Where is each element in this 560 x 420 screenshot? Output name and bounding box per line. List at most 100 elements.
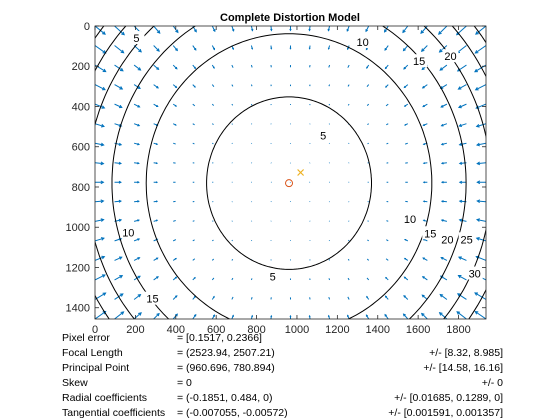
distortion-arrow: [114, 103, 122, 108]
distortion-arrow: [95, 237, 105, 242]
contour-label-bg: [442, 49, 459, 63]
distortion-arrow: [231, 239, 233, 242]
distortion-arrow-head: [156, 257, 159, 260]
distortion-arrow: [475, 311, 486, 319]
distortion-arrow-head: [100, 218, 105, 222]
y-axis-ticks: 0 200 400 600 800 1000 1200 1400: [66, 21, 486, 315]
distortion-arrow-head: [457, 256, 462, 260]
distortion-arrow-head: [403, 104, 407, 107]
distortion-arrow-head: [474, 311, 479, 315]
distortion-arrow-head: [155, 142, 159, 146]
distortion-arrow: [231, 84, 234, 87]
distortion-arrow-head: [193, 85, 196, 88]
distortion-arrow: [439, 294, 448, 300]
distortion-arrow-head: [137, 257, 141, 260]
distortion-arrow-head: [231, 28, 235, 32]
contour-label-bg: [439, 232, 456, 246]
distortion-arrow: [173, 220, 176, 222]
distortion-arrow-head: [422, 257, 425, 260]
distortion-arrow-head: [402, 313, 406, 317]
distortion-arrow: [458, 103, 467, 108]
contour-label: 15: [413, 56, 425, 68]
contour-lines: [95, 26, 486, 319]
distortion-arrow: [458, 84, 467, 90]
distortion-arrow: [367, 142, 369, 145]
distortion-arrow-head: [404, 238, 407, 241]
distortion-arrow-head: [438, 48, 443, 53]
distortion-arrow-head: [212, 47, 215, 51]
distortion-arrow-head: [100, 199, 105, 204]
distortion-arrow-head: [308, 47, 311, 50]
contour-label: 10: [404, 214, 416, 226]
distortion-arrow: [347, 258, 350, 261]
distortion-arrow: [172, 313, 178, 319]
distortion-arrow: [439, 64, 448, 71]
distortion-arrow-head: [440, 200, 444, 203]
distortion-arrow-head: [270, 314, 273, 318]
distortion-arrow-head: [137, 294, 142, 298]
distortion-arrow-head: [270, 47, 273, 50]
chart-title: Complete Distortion Model: [220, 12, 360, 24]
distortion-arrow: [403, 45, 409, 51]
distortion-arrow: [367, 123, 369, 126]
distortion-arrow-head: [385, 276, 388, 279]
distortion-arrow: [95, 256, 105, 261]
distortion-arrow-head: [118, 142, 123, 146]
contour-label: 5: [320, 131, 326, 143]
distortion-arrow-head: [101, 255, 106, 260]
distortion-arrow-head: [155, 162, 159, 165]
distortion-arrow-head: [155, 181, 159, 184]
distortion-arrow-head: [422, 219, 426, 222]
distortion-arrow-head: [402, 48, 406, 52]
distortion-arrow: [95, 219, 104, 222]
distortion-arrow: [212, 220, 214, 222]
distortion-arrow-head: [118, 199, 122, 203]
distortion-arrow-head: [439, 67, 444, 71]
stat-value: = (2523.94, 2507.21): [177, 347, 275, 359]
contour-label-bg: [315, 128, 332, 142]
distortion-arrow: [421, 45, 428, 52]
distortion-arrow-head: [403, 276, 407, 279]
distortion-arrow-head: [100, 123, 105, 128]
distortion-arrow-head: [174, 66, 178, 70]
distortion-arrow-head: [101, 86, 106, 91]
distortion-arrow-head: [156, 276, 159, 279]
distortion-arrow: [347, 296, 350, 300]
distortion-arrow-head: [476, 180, 481, 185]
distortion-arrow-head: [212, 295, 215, 298]
distortion-arrow-head: [156, 48, 160, 52]
distortion-arrow-head: [457, 275, 462, 279]
distortion-arrow-head: [346, 47, 349, 51]
distortion-arrow: [250, 64, 253, 68]
distortion-arrow-head: [458, 180, 463, 184]
distortion-arrow-head: [308, 314, 311, 318]
distortion-arrow-head: [440, 104, 444, 108]
distortion-arrow-head: [327, 314, 330, 317]
distortion-arrow-head: [474, 50, 479, 54]
distortion-arrow: [211, 277, 215, 281]
distortion-arrow-head: [118, 256, 123, 260]
contour-label-bg: [354, 35, 371, 49]
distortion-arrow-head: [346, 29, 350, 32]
contour-label-bg: [466, 266, 483, 280]
distortion-arrow-head: [403, 66, 406, 70]
x-tick-label: 400: [167, 324, 185, 336]
distortion-arrow-head: [118, 104, 123, 109]
distortion-arrow-head: [366, 66, 369, 69]
distortion-arrow-head: [193, 66, 197, 70]
distortion-arrow-head: [137, 161, 140, 165]
y-tick-label: 200: [72, 61, 90, 73]
distortion-arrow: [386, 239, 389, 242]
distortion-arrow: [328, 103, 331, 106]
y-tick-label: 600: [72, 142, 90, 154]
distortion-arrow: [367, 220, 369, 222]
center-markers: [285, 169, 305, 188]
distortion-arrow-head: [231, 47, 234, 51]
y-tick-label: 1200: [66, 262, 90, 274]
x-tick-label: 800: [247, 324, 265, 336]
distortion-arrow-head: [384, 29, 387, 33]
distortion-arrow-head: [100, 142, 105, 147]
distortion-arrow: [114, 45, 124, 54]
distortion-arrow-head: [289, 47, 292, 50]
x-tick-label: 600: [207, 324, 225, 336]
